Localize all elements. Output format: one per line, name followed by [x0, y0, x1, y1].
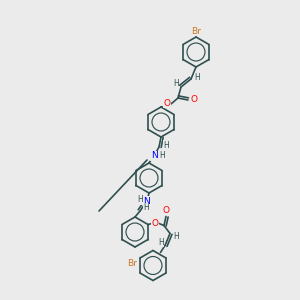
- Text: N: N: [151, 152, 158, 160]
- Text: H: H: [163, 140, 169, 149]
- Text: O: O: [190, 95, 197, 104]
- Text: H: H: [137, 196, 143, 205]
- Text: O: O: [163, 206, 170, 215]
- Text: H: H: [173, 232, 179, 241]
- Text: Br: Br: [127, 259, 137, 268]
- Text: H: H: [159, 152, 165, 160]
- Text: Br: Br: [191, 26, 201, 35]
- Text: H: H: [194, 74, 200, 82]
- Text: O: O: [164, 98, 170, 107]
- Text: N: N: [144, 196, 150, 206]
- Text: H: H: [173, 80, 179, 88]
- Text: O: O: [152, 219, 158, 228]
- Text: H: H: [158, 238, 164, 247]
- Text: H: H: [143, 203, 149, 212]
